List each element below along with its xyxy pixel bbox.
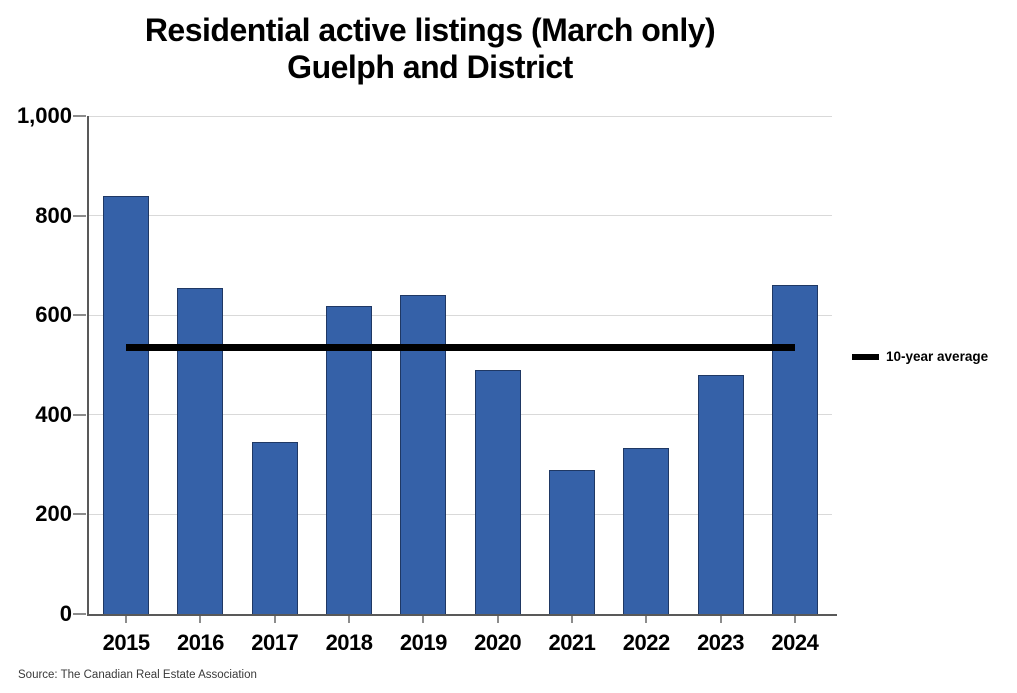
y-axis-line (87, 116, 89, 614)
x-tick-2018 (348, 614, 351, 623)
bar-2024 (771, 285, 818, 614)
bar-2022 (623, 448, 670, 614)
plot-area (87, 115, 837, 616)
x-tick-2022 (645, 614, 648, 623)
bar-2018 (326, 306, 373, 614)
x-tick-label-2020: 2020 (474, 630, 522, 655)
y-tick-label-200: 200 (35, 501, 72, 527)
gridline-200 (89, 513, 832, 515)
x-tick-label-2017: 2017 (251, 630, 299, 655)
bar-2015 (103, 195, 150, 614)
legend: 10-year average (852, 349, 988, 364)
x-tick-2015 (125, 614, 128, 623)
y-tick-label-400: 400 (35, 401, 72, 427)
gridline-600 (89, 314, 832, 316)
gridline-1000 (89, 115, 832, 117)
average-line (126, 344, 795, 352)
y-tick-label-600: 600 (35, 302, 72, 328)
y-tick-label-0: 0 (59, 601, 72, 626)
y-tick-600 (73, 314, 86, 317)
x-tick-label-2023: 2023 (697, 630, 745, 655)
x-tick-label-2016: 2016 (176, 630, 224, 655)
bar-2023 (697, 374, 744, 614)
chart-title-line2: Guelph and District (287, 49, 573, 85)
gridline-800 (89, 215, 832, 217)
y-tick-1000 (73, 115, 86, 117)
y-tick-label-800: 800 (35, 202, 72, 228)
gridline-400 (89, 414, 832, 416)
bar-2021 (548, 469, 595, 614)
x-tick-label-2022: 2022 (622, 630, 670, 655)
x-tick-2023 (719, 614, 722, 623)
x-tick-label-2021: 2021 (548, 630, 596, 655)
x-tick-2019 (422, 614, 425, 623)
x-axis-line (87, 614, 837, 616)
y-tick-200 (73, 513, 86, 516)
x-tick-label-2024: 2024 (771, 630, 819, 655)
bar-2017 (251, 442, 298, 614)
x-tick-2017 (273, 614, 276, 623)
x-tick-2021 (570, 614, 573, 623)
average-line-legend-swatch (852, 353, 879, 360)
x-tick-label-2019: 2019 (399, 630, 447, 655)
x-tick-2016 (199, 614, 202, 623)
chart-title-line1: Residential active listings (March only) (144, 12, 716, 48)
y-tick-800 (73, 214, 86, 217)
x-tick-label-2015: 2015 (102, 630, 150, 655)
bar-2020 (474, 369, 521, 614)
chart-title: Residential active listings (March only)… (30, 12, 830, 86)
source-note: Source: The Canadian Real Estate Associa… (18, 669, 257, 681)
x-tick-label-2018: 2018 (325, 630, 373, 655)
y-tick-0 (73, 613, 86, 615)
x-tick-2020 (496, 614, 499, 623)
bar-2016 (177, 287, 224, 614)
x-tick-2024 (793, 614, 796, 623)
average-line-legend-label: 10-year average (886, 349, 989, 364)
y-tick-400 (73, 413, 86, 416)
y-tick-label-1000: 1,000 (16, 103, 72, 128)
